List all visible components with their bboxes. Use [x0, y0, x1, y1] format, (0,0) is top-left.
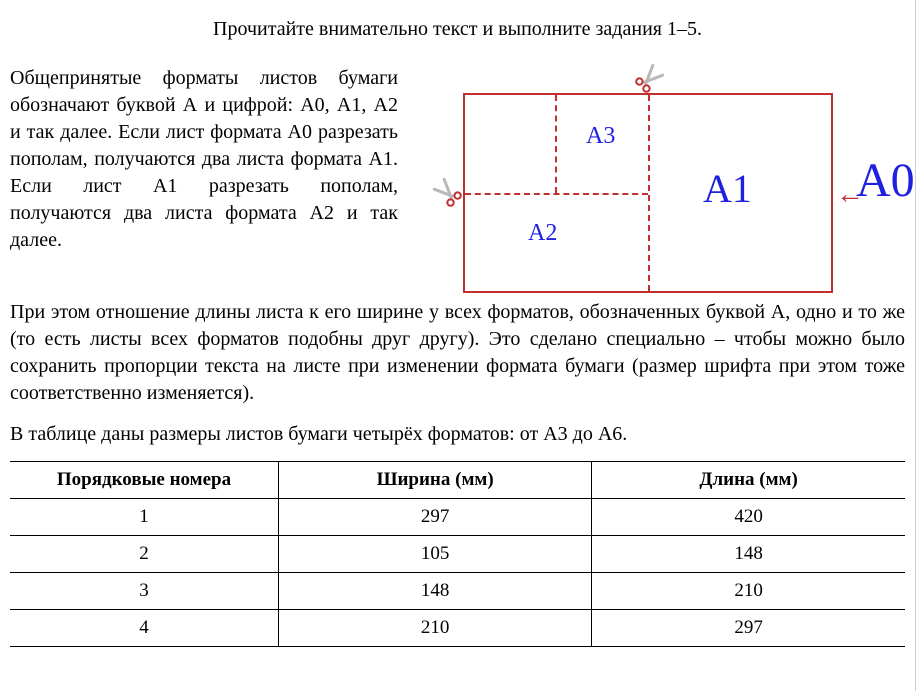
table-row: 1 297 420 [10, 499, 905, 536]
paper-format-figure: А1 А2 А3 А0 ← [418, 65, 898, 295]
table-row: 3 148 210 [10, 573, 905, 610]
formats-table: Порядковые номера Ширина (мм) Длина (мм)… [10, 461, 905, 647]
cut-line-vertical-1 [648, 95, 650, 291]
table-header-row: Порядковые номера Ширина (мм) Длина (мм) [10, 462, 905, 499]
cell-length: 148 [592, 536, 905, 573]
label-a0: А0 [856, 153, 915, 208]
col-header-width: Ширина (мм) [279, 462, 592, 499]
cell-ordinal: 3 [10, 573, 279, 610]
cell-width: 210 [279, 610, 592, 647]
label-a3: А3 [586, 123, 615, 150]
cell-ordinal: 2 [10, 536, 279, 573]
cell-width: 297 [279, 499, 592, 536]
top-row: Общепринятые форматы листов бумаги обозн… [10, 65, 905, 295]
scissors-left-icon [432, 177, 462, 207]
label-a1: А1 [703, 165, 752, 212]
instruction-text: Прочитайте внимательно текст и выполните… [10, 18, 905, 41]
col-header-length: Длина (мм) [592, 462, 905, 499]
label-a2: А2 [528, 220, 557, 247]
cell-width: 105 [279, 536, 592, 573]
cell-ordinal: 4 [10, 610, 279, 647]
cut-line-vertical-2 [555, 95, 557, 193]
cell-width: 148 [279, 573, 592, 610]
page: Прочитайте внимательно текст и выполните… [0, 0, 916, 691]
arrow-left-icon: ← [836, 181, 864, 209]
cell-length: 297 [592, 610, 905, 647]
table-row: 2 105 148 [10, 536, 905, 573]
paragraph-1: Общепринятые форматы листов бумаги обозн… [10, 65, 398, 254]
cut-line-horizontal [465, 193, 648, 195]
cell-ordinal: 1 [10, 499, 279, 536]
paragraph-3: В таблице даны размеры листов бумаги чет… [10, 421, 905, 447]
scissors-top-icon [635, 63, 665, 93]
col-header-ordinal: Порядковые номера [10, 462, 279, 499]
table-row: 4 210 297 [10, 610, 905, 647]
cell-length: 420 [592, 499, 905, 536]
cell-length: 210 [592, 573, 905, 610]
paragraph-2: При этом отношение длины листа к его шир… [10, 299, 905, 407]
